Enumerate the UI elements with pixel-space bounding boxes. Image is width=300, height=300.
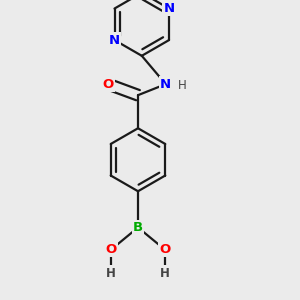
Text: H: H xyxy=(178,79,187,92)
Text: H: H xyxy=(160,267,170,280)
Text: B: B xyxy=(133,221,143,234)
Text: H: H xyxy=(106,267,116,280)
Text: N: N xyxy=(164,2,175,15)
Text: O: O xyxy=(106,243,117,256)
Text: N: N xyxy=(109,34,120,46)
Text: N: N xyxy=(160,78,171,91)
Text: O: O xyxy=(159,243,170,256)
Text: O: O xyxy=(103,78,114,91)
